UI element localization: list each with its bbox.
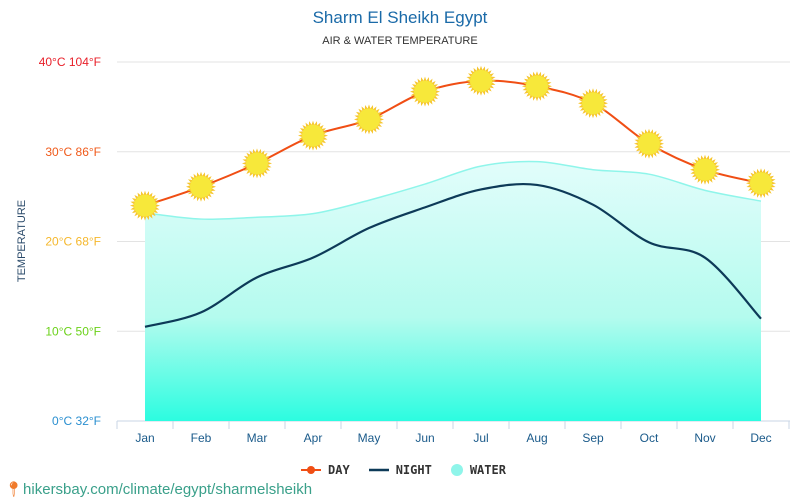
day-point	[750, 172, 772, 195]
y-tick-label: 20°C 68°F	[45, 235, 101, 249]
y-tick-label: 0°C 32°F	[52, 414, 101, 428]
day-point	[190, 175, 212, 198]
x-tick-label: May	[358, 431, 381, 445]
day-point	[582, 92, 604, 115]
x-tick-label: Oct	[640, 431, 659, 445]
legend-water[interactable]: WATER	[450, 463, 506, 477]
legend-day[interactable]: DAY	[300, 463, 350, 477]
day-point	[246, 152, 268, 175]
x-tick-label: Jan	[135, 431, 154, 445]
pin-icon: 📍︎	[4, 481, 24, 498]
x-tick-label: Sep	[582, 431, 604, 445]
day-point	[694, 158, 716, 181]
x-tick-label: Apr	[304, 431, 323, 445]
x-tick-label: Jul	[473, 431, 488, 445]
chart-subtitle: AIR & WATER TEMPERATURE	[322, 35, 478, 47]
night-line	[144, 182, 762, 328]
chart-title: Sharm El Sheikh Egypt	[312, 8, 488, 27]
x-tick-label: Dec	[750, 431, 771, 445]
y-tick-label: 40°C 104°F	[39, 55, 101, 69]
y-axis-label: TEMPERATURE	[16, 200, 28, 282]
day-point	[134, 194, 156, 217]
x-tick-label: Mar	[247, 431, 268, 445]
legend: DAY NIGHT WATER	[300, 463, 506, 477]
legend-night[interactable]: NIGHT	[368, 463, 432, 477]
x-tick-label: Aug	[526, 431, 547, 445]
water-area	[145, 161, 761, 421]
day-point	[302, 124, 324, 147]
day-point	[526, 75, 548, 98]
day-point	[638, 132, 660, 155]
x-tick-label: Jun	[415, 431, 434, 445]
day-point	[414, 80, 436, 103]
water-line	[144, 160, 762, 220]
x-tick-label: Feb	[191, 431, 212, 445]
x-tick-label: Nov	[694, 431, 715, 445]
day-point	[358, 108, 380, 131]
day-point	[470, 69, 492, 92]
y-tick-label: 10°C 50°F	[45, 324, 101, 338]
source-link[interactable]: 📍︎hikersbay.com/climate/egypt/sharmelshe…	[4, 481, 313, 498]
y-tick-label: 30°C 86°F	[45, 145, 101, 159]
